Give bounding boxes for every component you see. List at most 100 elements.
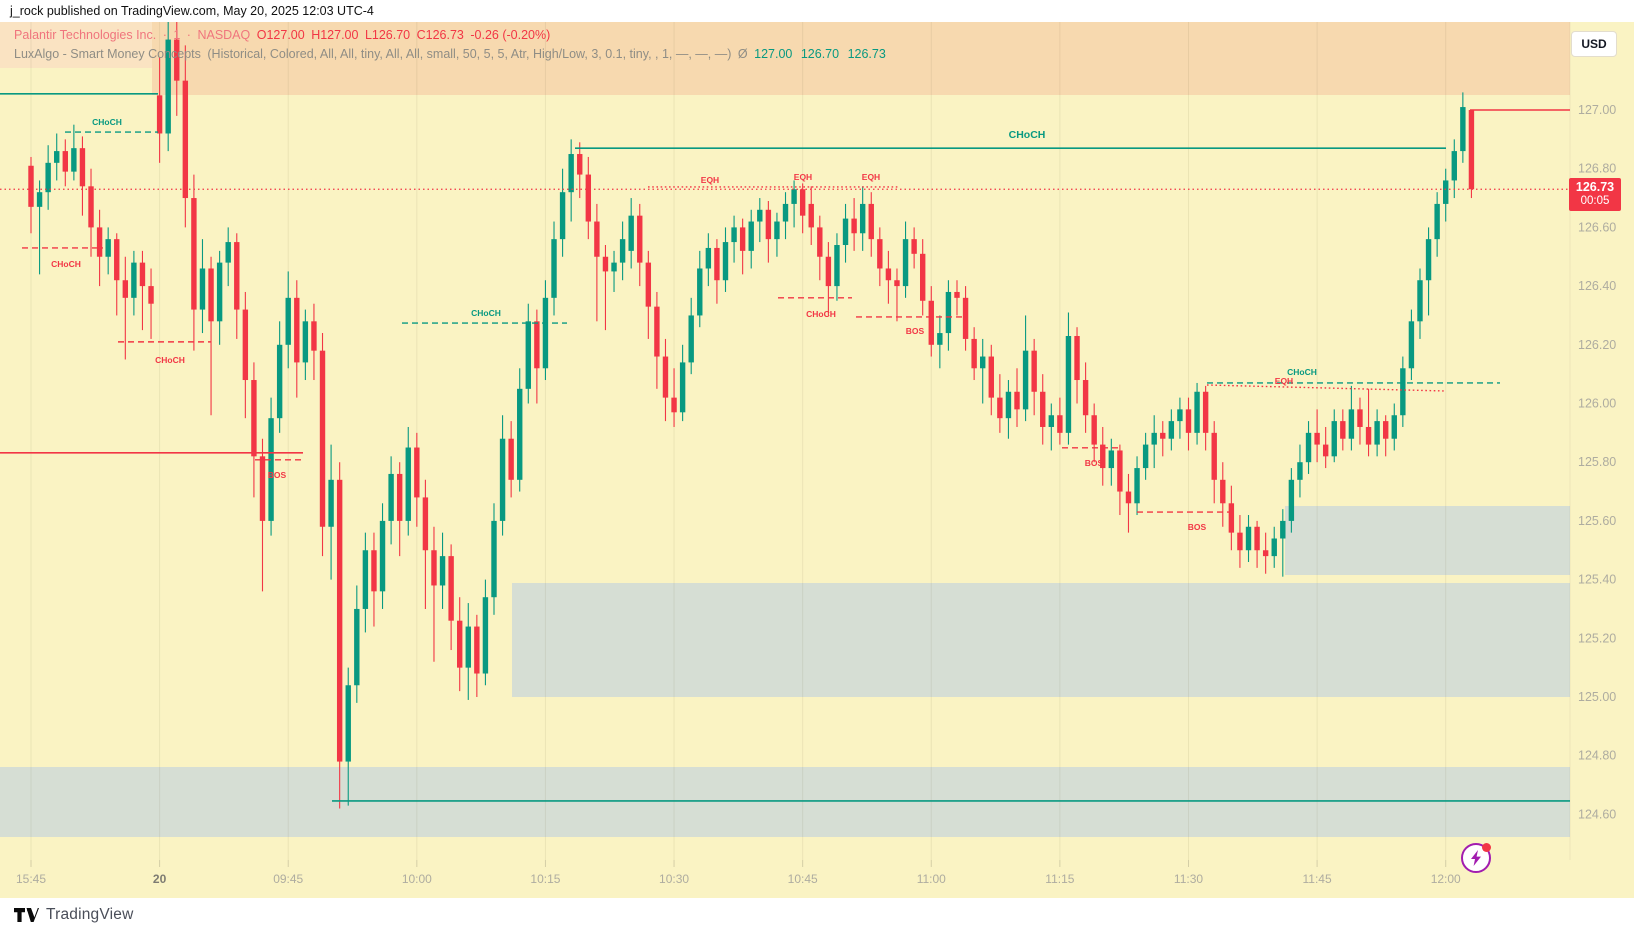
candle-down bbox=[122, 280, 129, 298]
lightning-button[interactable] bbox=[1461, 843, 1491, 873]
candle-up bbox=[1177, 409, 1183, 422]
last-price: 126.73 bbox=[1575, 180, 1615, 194]
candle-down bbox=[1228, 503, 1235, 533]
candle-up bbox=[131, 262, 137, 298]
ohlc-high: H127.00 bbox=[311, 28, 359, 42]
candle-down bbox=[534, 321, 540, 369]
time-axis-label: 20 bbox=[153, 872, 167, 886]
candle-down bbox=[851, 218, 857, 234]
candle-up bbox=[379, 520, 386, 592]
candle-down bbox=[1468, 110, 1475, 190]
currency-button[interactable]: USD bbox=[1571, 31, 1617, 57]
candle-up bbox=[1305, 432, 1312, 463]
candle-up bbox=[405, 447, 411, 521]
candle-up bbox=[362, 550, 369, 609]
time-axis-label: 10:00 bbox=[402, 872, 432, 886]
candle-down bbox=[714, 247, 720, 281]
candle-down bbox=[259, 456, 266, 521]
price-axis-label: 125.40 bbox=[1578, 573, 1616, 587]
candle-down bbox=[96, 227, 103, 257]
candle-down bbox=[191, 198, 197, 310]
candle-down bbox=[1091, 415, 1097, 445]
candle-down bbox=[174, 39, 180, 81]
candle-down bbox=[1237, 532, 1243, 551]
candle-up bbox=[1048, 415, 1055, 427]
time-axis-label: 12:00 bbox=[1431, 872, 1461, 886]
candle-down bbox=[242, 309, 249, 381]
ohlc-open: O127.00 bbox=[256, 28, 305, 42]
candle-up bbox=[1434, 203, 1440, 240]
candle-down bbox=[1014, 391, 1020, 410]
candle-down bbox=[28, 165, 34, 207]
candle-down bbox=[139, 262, 146, 287]
symbol-legend-row[interactable]: Palantir Technologies Inc. · 1 · NASDAQ … bbox=[14, 26, 891, 45]
candle-up bbox=[697, 268, 703, 316]
legend-separator: · bbox=[186, 28, 191, 42]
price-axis-label: 126.60 bbox=[1578, 220, 1616, 234]
candle-up bbox=[1151, 432, 1157, 445]
candle-down bbox=[371, 550, 377, 592]
candle-up bbox=[757, 209, 763, 222]
candle-up bbox=[1425, 239, 1432, 281]
candle-up bbox=[937, 333, 943, 345]
candle-up bbox=[705, 247, 712, 269]
candle-up bbox=[1142, 444, 1149, 469]
indicator-params: (Historical, Colored, All, All, tiny, Al… bbox=[207, 47, 732, 61]
candle-down bbox=[1100, 444, 1106, 469]
candle-down bbox=[1074, 335, 1080, 381]
candle-up bbox=[1022, 350, 1029, 410]
candle-up bbox=[1374, 421, 1380, 445]
candle-up bbox=[199, 268, 206, 310]
candle-up bbox=[517, 388, 523, 480]
price-axis-label: 126.40 bbox=[1578, 279, 1616, 293]
candle-up bbox=[679, 362, 686, 413]
legend-separator: · bbox=[162, 28, 167, 42]
time-axis-label: 11:15 bbox=[1045, 872, 1074, 886]
candle-down bbox=[114, 239, 120, 281]
candle-down bbox=[885, 268, 892, 281]
indicator-legend-row[interactable]: LuxAlgo - Smart Money Concepts (Historic… bbox=[14, 45, 891, 64]
candle-up bbox=[1271, 538, 1277, 557]
candle-down bbox=[156, 95, 163, 134]
candle-down bbox=[1031, 350, 1037, 392]
candle-up bbox=[302, 321, 309, 363]
candle-down bbox=[457, 620, 463, 668]
candle-up bbox=[722, 242, 729, 281]
candle-up bbox=[1400, 368, 1406, 416]
candle-up bbox=[611, 262, 617, 272]
candle-down bbox=[336, 479, 343, 762]
candle-up bbox=[568, 154, 574, 193]
tradingview-logo-icon bbox=[14, 907, 39, 922]
candle-up bbox=[328, 479, 334, 527]
candle-up bbox=[1280, 520, 1286, 539]
smc-label-choch: CHoCH bbox=[806, 309, 836, 319]
candle-down bbox=[1322, 444, 1329, 457]
brand-name: TradingView bbox=[46, 906, 134, 923]
candle-up bbox=[1417, 280, 1423, 322]
demand-zone-mid bbox=[512, 583, 1570, 697]
candle-down bbox=[1125, 491, 1132, 504]
candle-up bbox=[1451, 151, 1457, 181]
candle-up bbox=[388, 473, 394, 521]
candle-down bbox=[431, 550, 437, 586]
candle-up bbox=[945, 291, 952, 334]
time-axis-label: 09:45 bbox=[273, 872, 303, 886]
candle-down bbox=[765, 209, 772, 240]
candle-down bbox=[182, 80, 189, 199]
candle-down bbox=[799, 189, 806, 216]
smc-label-eqh: EQH bbox=[794, 172, 812, 182]
candle-down bbox=[508, 438, 514, 480]
smc-label-eqh: EQH bbox=[1275, 376, 1293, 386]
candle-up bbox=[1005, 391, 1012, 419]
price-axis-label: 124.80 bbox=[1578, 749, 1616, 763]
candle-down bbox=[1202, 391, 1209, 433]
candle-down bbox=[448, 556, 454, 621]
candle-up bbox=[45, 162, 51, 193]
candle-down bbox=[739, 227, 746, 251]
indicator-avg-symbol: Ø bbox=[737, 47, 748, 61]
price-axis-label: 125.80 bbox=[1578, 455, 1616, 469]
candle-up bbox=[842, 218, 849, 246]
smc-label-choch: CHoCH bbox=[92, 117, 122, 127]
price-change: -0.26 (-0.20%) bbox=[470, 28, 551, 42]
